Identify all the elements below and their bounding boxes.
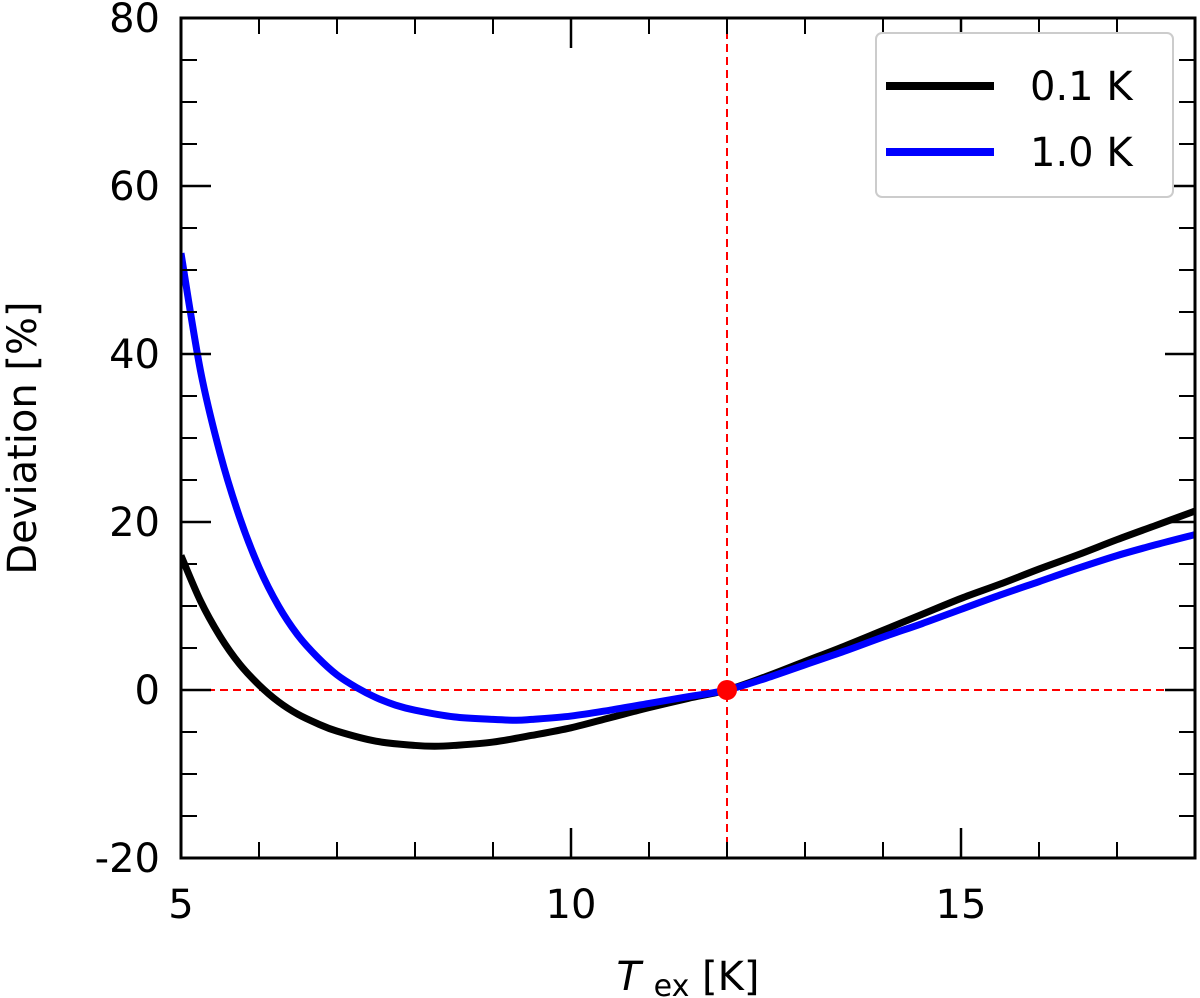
y-tick-label: 40 [109, 332, 160, 378]
legend-label-0.1K: 0.1 K [1030, 64, 1134, 110]
intersection-marker [717, 680, 737, 700]
y-axis-label: Deviation [%] [0, 301, 46, 574]
series-line-0.1K [181, 507, 1195, 750]
x-axis-unit: [K] [702, 954, 759, 998]
y-tick-label: -20 [95, 836, 160, 882]
y-tick-label: 60 [109, 164, 160, 210]
x-tick-label: 15 [936, 882, 987, 928]
y-tick-label: 80 [109, 0, 160, 42]
x-axis-label: T ex [K] [616, 954, 759, 998]
legend-label-1.0K: 1.0 K [1030, 130, 1134, 176]
y-tick-label: 20 [109, 500, 160, 546]
series-line-1.0K [181, 252, 1195, 724]
legend: 0.1 K 1.0 K [875, 32, 1174, 198]
x-tick-label: 10 [546, 882, 597, 928]
x-axis-symbol: T [616, 954, 644, 998]
x-axis-subscript: ex [654, 969, 690, 998]
x-tick-label: 5 [168, 882, 193, 928]
y-tick-label: 0 [135, 668, 160, 714]
